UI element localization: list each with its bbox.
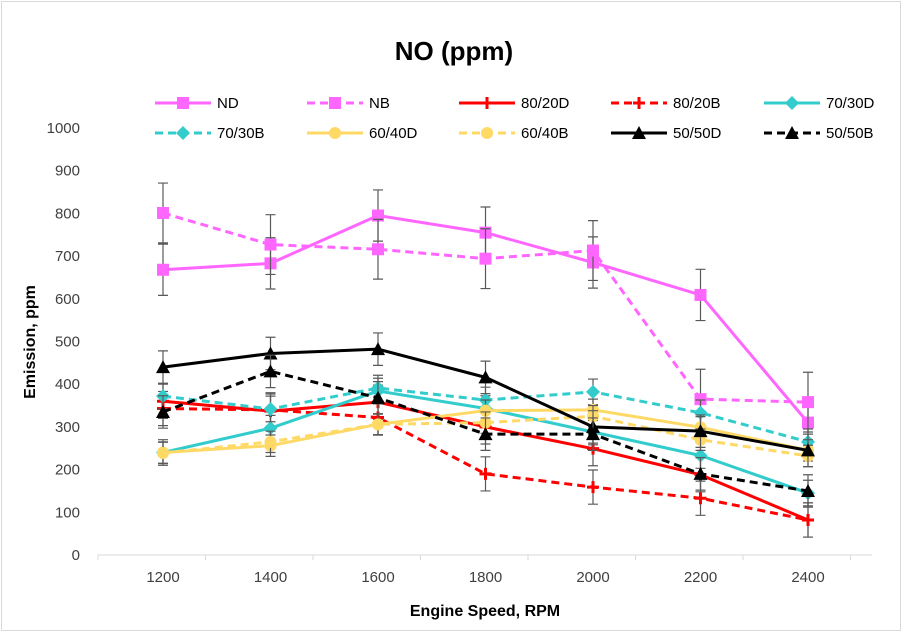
legend-item: NB [307,95,390,112]
legend-marker [633,97,645,109]
data-point [693,448,708,463]
y-tick-label: 100 [55,504,80,521]
data-point [263,364,278,378]
data-point [802,513,814,526]
data-point [479,467,492,480]
data-point [264,435,277,448]
legend-marker [329,97,341,109]
legend-item: 70/30D [764,95,875,112]
data-point [694,288,707,301]
data-point [263,401,278,416]
data-point [371,390,385,404]
data-point [372,243,384,256]
legend-label: ND [217,95,239,112]
legend-label: 60/40D [369,125,418,142]
x-tick-label: 2000 [576,569,609,586]
x-tick-label: 2400 [791,569,824,586]
x-tick-label: 1400 [254,569,287,586]
legend-label: 70/30D [826,95,875,112]
data-point [263,346,278,360]
data-point [586,427,600,441]
legend-item: 50/50D [611,125,722,142]
y-tick-label: 700 [55,248,80,265]
data-point [801,443,815,457]
legend-label: 80/20B [673,95,721,112]
series-layer [156,182,815,538]
legend-label: 80/20D [521,95,570,112]
legend-item: 80/20B [611,95,721,112]
x-tick-label: 1200 [146,569,179,586]
y-tick-label: 300 [55,419,80,436]
data-point [693,424,708,438]
y-tick-label: 500 [55,334,80,351]
data-point [156,360,170,374]
chart-title: NO (ppm) [395,36,513,66]
x-axis: 1200 1400 1600 1800 2000 2200 2400 [97,555,851,586]
data-point [371,342,385,356]
x-tick-label: 1800 [469,569,502,586]
x-tick-label: 1600 [361,569,394,586]
legend-label: 70/30B [217,125,265,142]
series-50-50D [156,332,815,468]
legend-marker [177,97,189,109]
data-point [587,244,599,257]
data-point [157,263,169,276]
data-point [372,209,384,222]
data-point [587,481,599,494]
y-tick-label: 900 [55,163,80,180]
data-point [478,427,493,441]
data-point [264,238,277,251]
legend-item: 80/20D [459,95,570,112]
data-point [478,370,493,384]
legend-item: 60/40D [307,125,418,142]
data-point [156,404,170,418]
legend-label: NB [369,95,390,112]
data-point [694,492,707,505]
data-point [801,483,815,497]
legend-marker [481,97,493,109]
legend-label: 60/40B [521,125,569,142]
y-axis: 0 100 200 300 400 500 600 700 800 900 1000 [47,120,80,564]
legend: ND NB 80/20D 80/20B 70/30D 70/30B 60/40D 60/40B… [155,95,875,142]
x-tick-label: 2200 [684,569,717,586]
data-point [802,396,814,409]
legend-marker [785,126,799,139]
legend-marker [632,126,646,139]
data-point [479,252,492,265]
legend-marker [785,96,799,110]
y-tick-label: 200 [55,462,80,479]
legend-item: 70/30B [155,125,265,142]
data-point [693,466,708,480]
data-point [372,418,384,431]
data-point [479,404,492,417]
data-point [157,446,169,459]
y-axis-title: Emission, ppm [22,285,39,399]
y-tick-label: 600 [55,291,80,308]
series-50-50B [156,354,815,508]
legend-item: 50/50B [764,125,874,142]
data-point [157,206,169,219]
y-tick-label: 0 [72,547,80,564]
legend-marker [481,127,493,139]
x-axis-title: Engine Speed, RPM [410,603,560,620]
y-tick-label: 800 [55,205,80,222]
legend-marker [176,126,190,140]
legend-label: 50/50D [673,125,722,142]
legend-item: 60/40B [459,125,569,142]
y-tick-label: 400 [55,376,80,393]
legend-item: ND [155,95,239,112]
data-point [694,393,707,406]
data-point [586,384,600,399]
y-tick-label: 1000 [47,120,80,137]
legend-label: 50/50B [826,125,874,142]
legend-marker [329,127,341,139]
